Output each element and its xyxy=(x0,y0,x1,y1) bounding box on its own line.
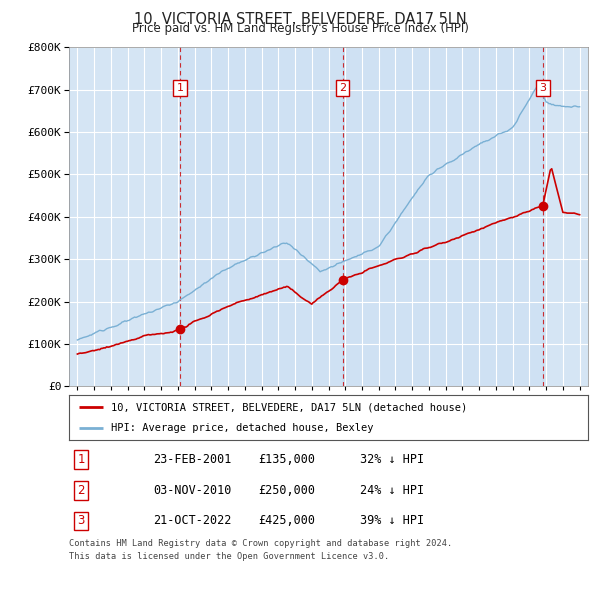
Text: This data is licensed under the Open Government Licence v3.0.: This data is licensed under the Open Gov… xyxy=(69,552,389,561)
Text: Contains HM Land Registry data © Crown copyright and database right 2024.: Contains HM Land Registry data © Crown c… xyxy=(69,539,452,548)
Text: 3: 3 xyxy=(539,83,546,93)
Text: 39% ↓ HPI: 39% ↓ HPI xyxy=(360,514,424,527)
Text: 10, VICTORIA STREET, BELVEDERE, DA17 5LN: 10, VICTORIA STREET, BELVEDERE, DA17 5LN xyxy=(134,12,466,27)
Text: 1: 1 xyxy=(176,83,184,93)
Text: 23-FEB-2001: 23-FEB-2001 xyxy=(153,453,232,466)
Text: HPI: Average price, detached house, Bexley: HPI: Average price, detached house, Bexl… xyxy=(110,422,373,432)
Bar xyxy=(69,47,180,386)
Bar xyxy=(543,47,588,386)
Text: 1: 1 xyxy=(77,453,85,466)
Text: 24% ↓ HPI: 24% ↓ HPI xyxy=(360,484,424,497)
Text: Price paid vs. HM Land Registry's House Price Index (HPI): Price paid vs. HM Land Registry's House … xyxy=(131,22,469,35)
Text: £135,000: £135,000 xyxy=(258,453,315,466)
Text: 2: 2 xyxy=(339,83,346,93)
Text: £250,000: £250,000 xyxy=(258,484,315,497)
Bar xyxy=(180,47,343,386)
Text: 2: 2 xyxy=(77,484,85,497)
Bar xyxy=(343,47,543,386)
Text: £425,000: £425,000 xyxy=(258,514,315,527)
Text: 21-OCT-2022: 21-OCT-2022 xyxy=(153,514,232,527)
Text: 03-NOV-2010: 03-NOV-2010 xyxy=(153,484,232,497)
Text: 10, VICTORIA STREET, BELVEDERE, DA17 5LN (detached house): 10, VICTORIA STREET, BELVEDERE, DA17 5LN… xyxy=(110,402,467,412)
Text: 3: 3 xyxy=(77,514,85,527)
Text: 32% ↓ HPI: 32% ↓ HPI xyxy=(360,453,424,466)
